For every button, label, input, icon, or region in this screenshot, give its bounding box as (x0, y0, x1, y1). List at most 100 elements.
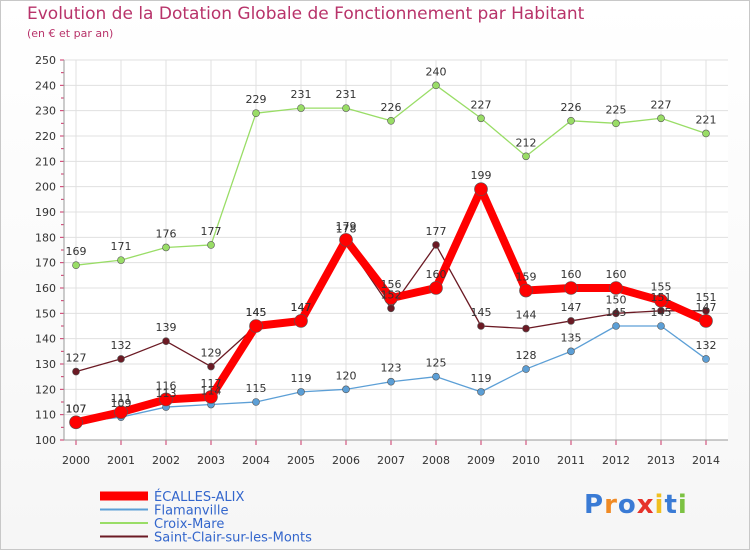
data-label-flamanville-2003: 114 (201, 385, 222, 398)
data-point-saint-clair-sur-les-monts-2007 (387, 304, 395, 313)
data-point-flamanville-2006 (342, 385, 350, 394)
y-tick-label-150: 150 (35, 307, 56, 320)
data-point-croix-mare-2002 (162, 243, 170, 252)
y-tick-label-220: 220 (35, 130, 56, 143)
data-point-ecalles-alix-2009 (474, 182, 488, 196)
data-label-croix-mare-2012: 225 (606, 103, 627, 116)
data-point-ecalles-alix-2011 (564, 281, 578, 295)
data-label-saint-clair-sur-les-monts-2003: 129 (201, 347, 222, 360)
x-tick-label-2014: 2014 (692, 454, 720, 467)
data-label-flamanville-2005: 119 (291, 372, 312, 385)
x-tick-label-2010: 2010 (512, 454, 540, 467)
data-label-flamanville-2002: 113 (156, 387, 177, 400)
logo-letter: t (664, 490, 678, 520)
data-point-croix-mare-2005 (297, 104, 305, 112)
data-label-ecalles-alix-2013: 155 (651, 281, 672, 294)
data-point-flamanville-2014 (702, 355, 710, 363)
data-label-flamanville-2006: 120 (336, 369, 357, 382)
data-point-saint-clair-sur-les-monts-2008 (432, 241, 440, 249)
data-label-ecalles-alix-2014: 147 (696, 301, 717, 314)
logo-letter: P (584, 490, 605, 520)
x-tick-label-2012: 2012 (602, 454, 630, 467)
data-label-saint-clair-sur-les-monts-2012: 150 (606, 293, 627, 306)
data-label-ecalles-alix-2000: 107 (66, 402, 87, 415)
data-label-croix-mare-2009: 227 (471, 98, 492, 111)
data-point-ecalles-alix-2006 (339, 233, 353, 247)
data-label-saint-clair-sur-les-monts-2005: 147 (291, 301, 312, 314)
data-label-croix-mare-2003: 177 (201, 225, 222, 238)
data-label-flamanville-2007: 123 (381, 362, 402, 375)
data-point-flamanville-2009 (477, 388, 485, 396)
data-point-flamanville-2008 (432, 372, 440, 381)
data-label-saint-clair-sur-les-monts-2014: 151 (696, 291, 717, 304)
data-point-ecalles-alix-2001 (114, 405, 128, 419)
data-label-croix-mare-2004: 229 (246, 93, 267, 106)
data-label-flamanville-2011: 135 (561, 331, 582, 344)
data-label-flamanville-2001: 109 (111, 397, 132, 410)
data-label-flamanville-2010: 128 (516, 349, 537, 362)
data-label-croix-mare-2001: 171 (111, 240, 132, 253)
data-point-flamanville-2013 (657, 322, 665, 330)
y-tick-label-250: 250 (35, 54, 56, 67)
data-label-croix-mare-2002: 176 (156, 227, 177, 240)
y-tick-label-230: 230 (35, 105, 56, 118)
data-label-flamanville-2000: 107 (66, 402, 87, 415)
data-point-flamanville-2010 (522, 365, 530, 373)
data-label-saint-clair-sur-les-monts-2004: 145 (246, 306, 267, 319)
data-label-ecalles-alix-2005: 147 (291, 301, 312, 314)
data-point-flamanville-2007 (387, 377, 395, 386)
data-point-croix-mare-2007 (387, 117, 395, 125)
data-label-ecalles-alix-2012: 160 (606, 268, 627, 281)
chart-title: Evolution de la Dotation Globale de Fonc… (27, 4, 585, 24)
x-tick-label-2006: 2006 (332, 454, 360, 467)
data-label-flamanville-2012: 145 (606, 306, 627, 319)
data-point-saint-clair-sur-les-monts-2012 (612, 309, 620, 318)
data-point-saint-clair-sur-les-monts-2001 (117, 355, 125, 363)
data-label-ecalles-alix-2006: 179 (336, 220, 357, 233)
y-tick-label-170: 170 (35, 257, 56, 270)
data-label-flamanville-2013: 145 (651, 306, 672, 319)
data-point-saint-clair-sur-les-monts-2002 (162, 337, 170, 346)
legend-label-ecalles-alix: ÉCALLES-ALIX (154, 489, 245, 505)
data-label-saint-clair-sur-les-monts-2010: 144 (516, 309, 537, 322)
data-label-ecalles-alix-2011: 160 (561, 268, 582, 281)
proxiti-logo: Proxiti (584, 490, 688, 520)
data-label-saint-clair-sur-les-monts-2013: 151 (651, 291, 672, 304)
data-point-ecalles-alix-2002 (159, 392, 173, 407)
data-point-croix-mare-2012 (612, 119, 620, 128)
data-label-saint-clair-sur-les-monts-2000: 127 (66, 352, 87, 365)
data-label-croix-mare-2005: 231 (291, 88, 312, 101)
data-label-croix-mare-2014: 221 (696, 113, 717, 126)
data-point-croix-mare-2009 (477, 114, 485, 123)
data-point-saint-clair-sur-les-monts-2009 (477, 322, 485, 330)
x-tick-label-2005: 2005 (287, 454, 315, 467)
logo-letter: i (677, 490, 688, 520)
data-point-ecalles-alix-2012 (609, 281, 623, 295)
data-label-croix-mare-2007: 226 (381, 101, 402, 114)
data-label-saint-clair-sur-les-monts-2011: 147 (561, 301, 582, 314)
y-tick-label-180: 180 (35, 231, 56, 244)
data-point-croix-mare-2011 (567, 117, 575, 125)
x-tick-label-2011: 2011 (557, 454, 585, 467)
data-point-croix-mare-2006 (342, 104, 350, 112)
data-point-ecalles-alix-2004 (249, 319, 263, 333)
y-tick-label-130: 130 (35, 358, 56, 371)
data-point-croix-mare-2010 (522, 152, 530, 161)
x-tick-label-2004: 2004 (242, 454, 270, 467)
x-tick-label-2013: 2013 (647, 454, 675, 467)
data-point-saint-clair-sur-les-monts-2003 (207, 362, 215, 371)
data-point-croix-mare-2004 (252, 109, 260, 117)
data-label-saint-clair-sur-les-monts-2002: 139 (156, 321, 177, 334)
data-point-flamanville-2011 (567, 347, 575, 356)
x-tick-label-2007: 2007 (377, 454, 405, 467)
data-label-saint-clair-sur-les-monts-2008: 177 (426, 225, 447, 238)
data-point-ecalles-alix-2014 (699, 314, 713, 328)
data-point-flamanville-2005 (297, 388, 305, 396)
data-label-flamanville-2004: 115 (246, 382, 267, 395)
y-tick-label-240: 240 (35, 79, 56, 92)
x-tick-label-2008: 2008 (422, 454, 450, 467)
data-label-ecalles-alix-2010: 159 (516, 271, 537, 284)
data-label-croix-mare-2010: 212 (516, 136, 537, 149)
data-label-flamanville-2014: 132 (696, 339, 717, 352)
